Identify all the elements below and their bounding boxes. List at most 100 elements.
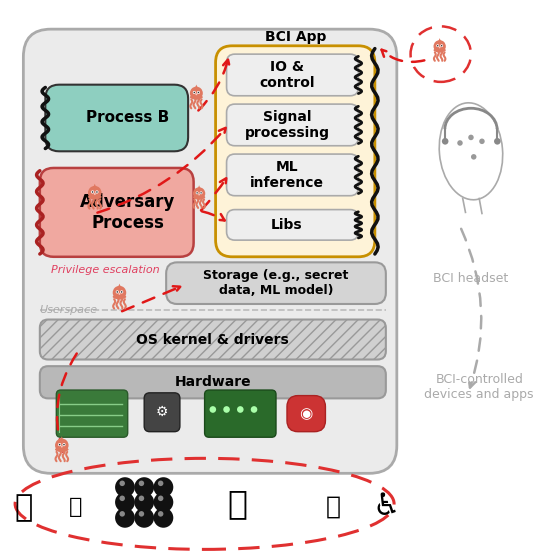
Circle shape — [115, 492, 135, 512]
Circle shape — [471, 154, 476, 160]
Circle shape — [153, 477, 173, 497]
Circle shape — [437, 45, 438, 46]
Circle shape — [210, 406, 216, 413]
Circle shape — [197, 91, 200, 94]
Circle shape — [119, 293, 120, 295]
Circle shape — [441, 45, 442, 46]
Circle shape — [113, 286, 126, 300]
Circle shape — [116, 290, 119, 294]
Circle shape — [433, 40, 446, 52]
Circle shape — [223, 406, 230, 413]
Circle shape — [116, 291, 118, 293]
Circle shape — [115, 477, 135, 497]
Circle shape — [92, 191, 93, 193]
Text: Hardware: Hardware — [174, 376, 251, 389]
Polygon shape — [437, 38, 443, 46]
Circle shape — [88, 186, 102, 200]
FancyBboxPatch shape — [40, 366, 386, 398]
Circle shape — [119, 496, 125, 501]
Circle shape — [196, 191, 199, 194]
FancyBboxPatch shape — [23, 29, 397, 473]
Text: 🚁: 🚁 — [227, 487, 247, 521]
Circle shape — [153, 508, 173, 528]
Polygon shape — [116, 283, 123, 292]
FancyBboxPatch shape — [226, 54, 358, 96]
Text: Privilege escalation: Privilege escalation — [51, 266, 160, 276]
Circle shape — [439, 46, 440, 49]
FancyBboxPatch shape — [287, 396, 326, 432]
Circle shape — [442, 138, 448, 145]
FancyBboxPatch shape — [56, 390, 128, 437]
FancyBboxPatch shape — [40, 320, 386, 359]
Circle shape — [134, 492, 154, 512]
FancyBboxPatch shape — [205, 390, 276, 437]
Text: Storage (e.g., secret
data, ML model): Storage (e.g., secret data, ML model) — [203, 269, 349, 297]
Text: Process B: Process B — [86, 110, 169, 126]
Text: Adversary
Process: Adversary Process — [80, 193, 176, 232]
Polygon shape — [196, 185, 203, 194]
Circle shape — [119, 511, 125, 517]
Circle shape — [193, 91, 196, 94]
Ellipse shape — [190, 95, 203, 99]
Text: ♿: ♿ — [372, 492, 400, 521]
Text: Signal
processing: Signal processing — [245, 110, 330, 140]
Circle shape — [96, 191, 98, 193]
Circle shape — [200, 191, 203, 194]
Circle shape — [139, 511, 144, 517]
Ellipse shape — [113, 295, 126, 299]
Circle shape — [237, 406, 243, 413]
Circle shape — [63, 444, 65, 445]
Circle shape — [59, 444, 60, 445]
Circle shape — [153, 492, 173, 512]
Circle shape — [190, 86, 203, 100]
Circle shape — [440, 44, 443, 47]
FancyBboxPatch shape — [226, 104, 358, 146]
Circle shape — [61, 446, 63, 448]
FancyBboxPatch shape — [166, 262, 386, 304]
Text: Userspace: Userspace — [40, 305, 98, 315]
Circle shape — [62, 443, 66, 446]
FancyBboxPatch shape — [226, 154, 358, 196]
Polygon shape — [58, 436, 66, 445]
Circle shape — [251, 406, 257, 413]
Circle shape — [195, 93, 197, 95]
Text: ⚙: ⚙ — [156, 405, 168, 419]
Circle shape — [494, 138, 501, 145]
Circle shape — [95, 190, 98, 194]
Ellipse shape — [433, 48, 446, 52]
Circle shape — [200, 192, 202, 194]
Text: IO &
control: IO & control — [259, 60, 315, 90]
FancyBboxPatch shape — [45, 85, 188, 151]
Text: 🦾: 🦾 — [326, 494, 341, 518]
Circle shape — [479, 138, 485, 144]
Circle shape — [91, 190, 94, 194]
Circle shape — [139, 496, 144, 501]
Polygon shape — [91, 184, 98, 193]
Circle shape — [158, 511, 163, 517]
Circle shape — [94, 193, 95, 195]
Circle shape — [194, 92, 195, 93]
Circle shape — [115, 508, 135, 528]
Text: 🎮: 🎮 — [14, 493, 33, 522]
Circle shape — [139, 480, 144, 486]
Circle shape — [436, 44, 439, 47]
Circle shape — [197, 192, 198, 194]
Circle shape — [158, 496, 163, 501]
Circle shape — [134, 477, 154, 497]
Ellipse shape — [88, 194, 102, 199]
Circle shape — [457, 140, 463, 146]
Polygon shape — [193, 85, 200, 93]
Circle shape — [120, 290, 123, 294]
Ellipse shape — [193, 195, 205, 200]
Circle shape — [121, 291, 123, 293]
Circle shape — [119, 480, 125, 486]
FancyBboxPatch shape — [40, 168, 194, 257]
Text: BCI-controlled
devices and apps: BCI-controlled devices and apps — [424, 373, 534, 401]
Text: BCI App: BCI App — [264, 31, 326, 45]
Circle shape — [193, 187, 205, 200]
Circle shape — [158, 480, 163, 486]
Text: Libs: Libs — [271, 218, 303, 232]
Circle shape — [55, 439, 68, 452]
Circle shape — [198, 194, 200, 195]
Text: ML
inference: ML inference — [250, 160, 324, 190]
